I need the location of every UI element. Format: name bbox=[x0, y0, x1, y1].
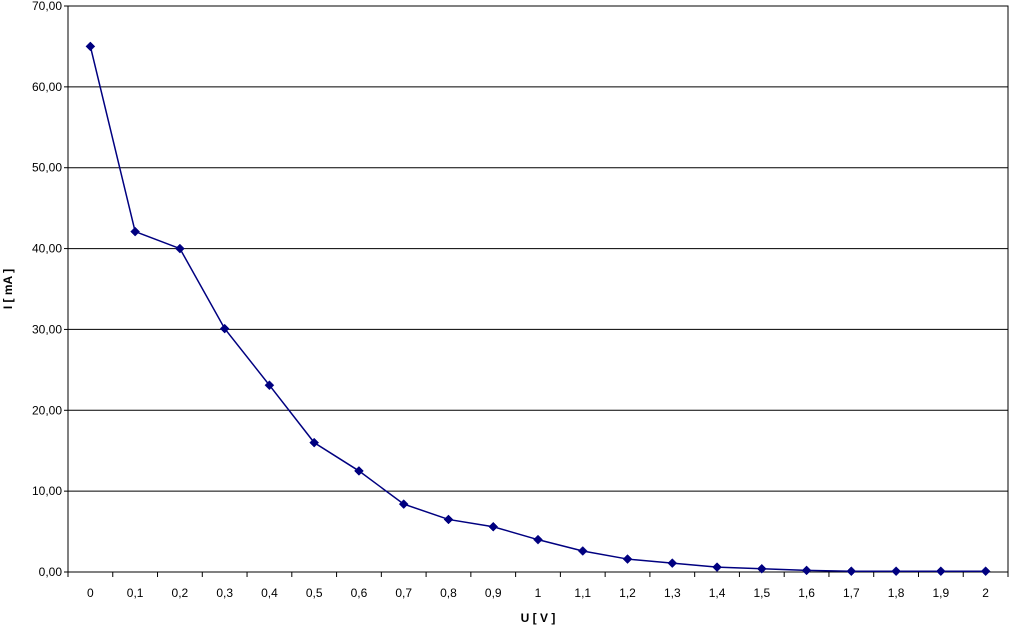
data-point bbox=[219, 323, 230, 334]
data-point bbox=[398, 499, 409, 509]
x-tick-label: 0,7 bbox=[395, 586, 412, 600]
x-tick-label: 0,2 bbox=[172, 586, 189, 600]
x-axis-title: U [ V ] bbox=[521, 611, 556, 625]
data-point bbox=[712, 562, 722, 573]
y-tick-label: 60,00 bbox=[32, 80, 62, 94]
y-tick-label: 50,00 bbox=[32, 161, 62, 175]
data-point bbox=[354, 466, 364, 476]
x-tick-label: 0,8 bbox=[440, 586, 457, 600]
x-axis: 0 0,1 0,2 0,3 0,4 0,5 0,6 0,7 0,8 0,9 1 1,1 1,2 1,3 1,… bbox=[67, 572, 1009, 600]
data-point bbox=[488, 521, 499, 532]
y-axis: 0,00 10,00 20,00 30,00 40,00 50,00 60,00 70,00 bbox=[32, 0, 68, 579]
x-tick-label: 1,8 bbox=[888, 586, 905, 600]
y-tick-label: 0,00 bbox=[39, 565, 63, 579]
data-point bbox=[891, 566, 901, 577]
data-point bbox=[443, 514, 454, 525]
x-tick-label: 1,2 bbox=[619, 586, 636, 600]
x-tick-label: 2 bbox=[982, 586, 989, 600]
x-tick-label: 0,5 bbox=[306, 586, 323, 600]
x-tick-label: 0,3 bbox=[216, 586, 233, 600]
x-tick-label: 1,6 bbox=[798, 586, 815, 600]
y-axis-title: I [ mA ] bbox=[1, 269, 15, 309]
data-point bbox=[622, 554, 633, 564]
y-tick-label: 70,00 bbox=[32, 0, 62, 13]
x-tick-label: 0 bbox=[87, 586, 94, 600]
data-point bbox=[175, 243, 185, 254]
x-tick-label: 1,1 bbox=[574, 586, 591, 600]
x-tick-label: 0,1 bbox=[127, 586, 144, 600]
data-point bbox=[85, 41, 96, 52]
data-series bbox=[85, 41, 991, 577]
plot-area bbox=[67, 5, 1009, 573]
data-point bbox=[980, 566, 991, 577]
x-tick-label: 0,6 bbox=[351, 586, 368, 600]
data-point bbox=[936, 566, 946, 577]
y-tick-label: 30,00 bbox=[32, 322, 62, 336]
x-tick-label: 1 bbox=[535, 586, 542, 600]
y-tick-label: 10,00 bbox=[32, 484, 62, 498]
data-point bbox=[801, 565, 812, 576]
x-tick-label: 1,5 bbox=[753, 586, 770, 600]
data-point bbox=[667, 558, 678, 568]
x-tick-label: 1,4 bbox=[709, 586, 726, 600]
y-tick-label: 40,00 bbox=[32, 242, 62, 256]
x-tick-label: 1,9 bbox=[933, 586, 950, 600]
data-point bbox=[264, 380, 275, 391]
x-tick-label: 1,7 bbox=[843, 586, 860, 600]
data-point bbox=[533, 534, 543, 545]
data-point bbox=[130, 226, 140, 237]
data-point bbox=[846, 566, 857, 577]
x-tick-label: 1,3 bbox=[664, 586, 681, 600]
x-tick-label: 0,9 bbox=[485, 586, 502, 600]
data-point bbox=[577, 546, 588, 556]
data-point bbox=[309, 437, 320, 448]
data-point bbox=[756, 563, 767, 574]
x-tick-label: 0,4 bbox=[261, 586, 278, 600]
y-tick-label: 20,00 bbox=[32, 403, 62, 417]
